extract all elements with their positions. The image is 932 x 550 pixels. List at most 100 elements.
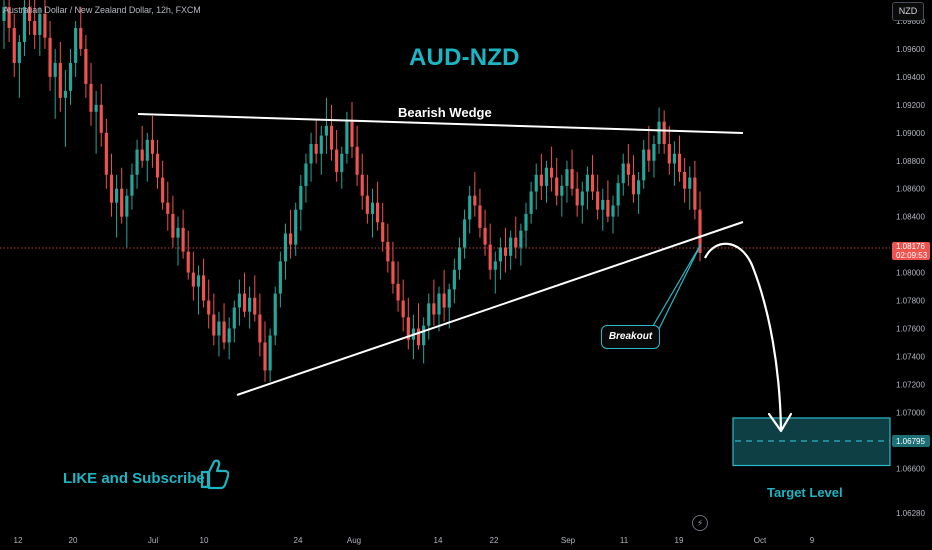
candle-body [601,199,605,210]
currency-button[interactable]: NZD [892,2,924,21]
candle-body [621,163,625,184]
wedge-label: Bearish Wedge [398,105,492,120]
candle-body [360,174,364,196]
candle-body [560,185,564,196]
candle-body [340,153,344,172]
candle-body [422,325,426,346]
candle-body [514,237,518,248]
candle-body [181,227,185,252]
candle-body [529,191,533,214]
candle-body [74,27,78,63]
candle-body [217,321,221,336]
price-tick-label: 1.06600 [896,464,925,473]
candle-body [299,185,303,210]
candle-body [120,188,124,217]
candle-body [227,328,231,343]
candle-body [606,199,610,217]
candle-body [207,300,211,315]
candle-body [365,195,369,214]
lightning-icon[interactable]: ⚡ [692,515,708,531]
candle-body [7,6,11,28]
candle-body [683,171,687,189]
candle-body [657,121,661,144]
current-price-label: 1.08176 [896,242,925,251]
target-level-label: Target Level [767,485,843,500]
overlays-group [0,113,891,467]
candle-body [483,227,487,245]
candle-body [437,293,441,315]
time-tick-label: 19 [675,536,684,545]
target-zone [732,417,891,467]
candle-body [626,163,630,175]
symbol-header: Australian Dollar / New Zealand Dollar, … [3,5,201,15]
candle-body [130,174,134,196]
candle-body [509,237,513,256]
candle-body [693,177,697,210]
candle-body [319,135,323,154]
candle-body [442,293,446,308]
candle-body [58,62,62,98]
candle-body [212,314,216,336]
candle-body [115,188,119,203]
candle-body [662,121,666,144]
candle-body [642,149,646,181]
candle-body [432,303,436,315]
time-tick-label: Jul [148,536,158,545]
thumbs-up-icon [200,459,229,490]
candle-body [457,247,462,270]
candle-body [140,149,144,161]
time-tick-label: 11 [620,536,629,545]
candle-body [498,247,502,262]
time-tick-label: Oct [754,536,767,545]
candle-body [248,297,252,312]
candle-body [452,269,456,290]
candle-body [534,174,538,192]
candle-body [555,177,559,196]
countdown-label: 02:09:53 [896,251,928,260]
breakout-pointer [652,243,702,327]
candle-body [135,149,139,175]
candle-body [381,222,385,242]
candle-body [242,293,247,312]
candle-body [386,241,390,262]
candle-body [145,139,149,161]
candle-body [667,143,671,164]
candle-body [109,174,114,203]
candle-body [263,342,267,371]
time-tick-label: 24 [294,536,303,545]
candle-body [488,244,492,270]
candle-body [273,293,277,336]
price-tick-label: 1.09200 [896,101,925,110]
price-tick-label: 1.07000 [896,408,925,417]
candle-body [416,328,421,346]
price-tick-label: 1.07200 [896,380,925,389]
like-subscribe-label: LIKE and Subscribe [63,470,205,487]
candle-body [43,13,47,38]
candle-body [611,205,615,217]
candle-body [63,90,67,98]
candle-body [370,202,375,214]
candle-body [196,275,201,287]
candle-body [53,62,57,77]
candle-body [565,169,569,186]
wedge-lower-line [236,221,744,396]
candle-body [652,143,656,161]
time-tick-label: Aug [347,536,361,545]
candle-body [186,251,190,273]
candle-body [401,300,405,318]
time-tick-label: 9 [810,536,815,545]
price-tick-label: 1.07800 [896,297,925,306]
candle-body [688,177,692,189]
candle-body [519,230,523,248]
candle-body [616,183,620,206]
candle-body [38,13,42,35]
candle-body [396,283,400,301]
candle-body [355,146,359,175]
breakout-pointer [652,243,702,342]
candle-body [580,191,584,206]
target-price-tag-label: 1.06795 [896,437,925,446]
candle-body [289,233,293,245]
price-tick-label: 1.08600 [896,185,925,194]
target-price-tag [892,435,930,448]
